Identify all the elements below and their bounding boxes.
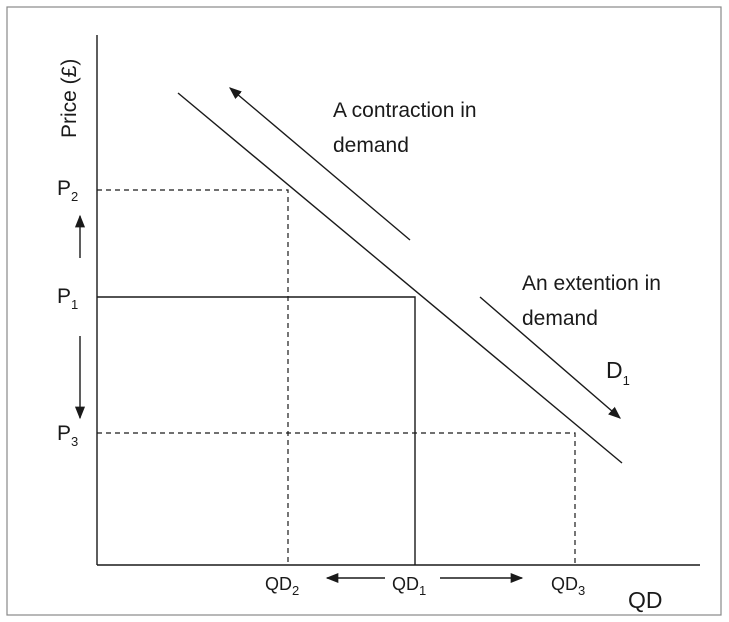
p1-guide — [97, 296, 416, 565]
p2-guide — [97, 189, 289, 565]
price-label: P3 — [57, 422, 78, 449]
extension-arrow — [479, 296, 621, 419]
quantity-label: QD2 — [265, 574, 299, 598]
quantity-label: QD3 — [551, 574, 585, 598]
contraction-label: A contraction in — [333, 99, 477, 122]
extension-label: An extention in — [522, 272, 661, 295]
letter: P — [57, 177, 71, 200]
demand-curve — [177, 92, 623, 464]
subscript: 1 — [419, 583, 426, 598]
quantity-label: QD1 — [392, 574, 426, 598]
letter: P — [57, 285, 71, 308]
letter: P — [57, 422, 71, 445]
letter: QD — [392, 574, 419, 594]
subscript: 3 — [71, 434, 78, 449]
contraction-arrow — [229, 87, 411, 241]
letter: QD — [265, 574, 292, 594]
price-label: P2 — [57, 177, 78, 204]
subscript: 2 — [71, 189, 78, 204]
extension-label: demand — [522, 307, 598, 330]
contraction-label: demand — [333, 134, 409, 157]
frame — [6, 6, 722, 616]
subscript: 1 — [71, 297, 78, 312]
subscript: 3 — [578, 583, 585, 598]
letter: D — [606, 357, 623, 383]
subscript: 2 — [292, 583, 299, 598]
letter: QD — [551, 574, 578, 594]
curve-label: D1 — [606, 357, 630, 388]
y-axis-label: Price (£) — [58, 59, 81, 138]
p3-guide — [97, 432, 576, 565]
x-axis-label: QD — [628, 587, 663, 613]
price-label: P1 — [57, 285, 78, 312]
subscript: 1 — [623, 373, 630, 388]
